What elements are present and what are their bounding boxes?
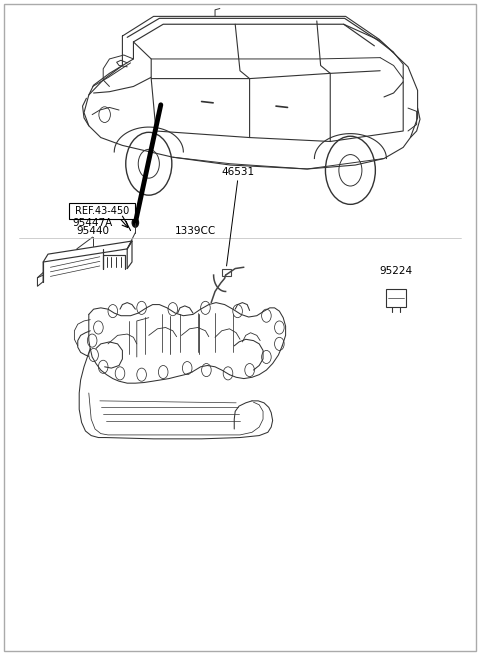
Text: 95447A: 95447A [72, 218, 113, 228]
Text: 46531: 46531 [221, 167, 254, 177]
FancyBboxPatch shape [69, 203, 135, 219]
Text: 95224: 95224 [379, 267, 413, 276]
Bar [222, 269, 231, 276]
Bar [386, 289, 406, 307]
Text: 1339CC: 1339CC [175, 225, 216, 236]
Circle shape [132, 217, 139, 228]
Text: REF.43-450: REF.43-450 [74, 206, 129, 216]
Text: 95440: 95440 [76, 226, 109, 236]
